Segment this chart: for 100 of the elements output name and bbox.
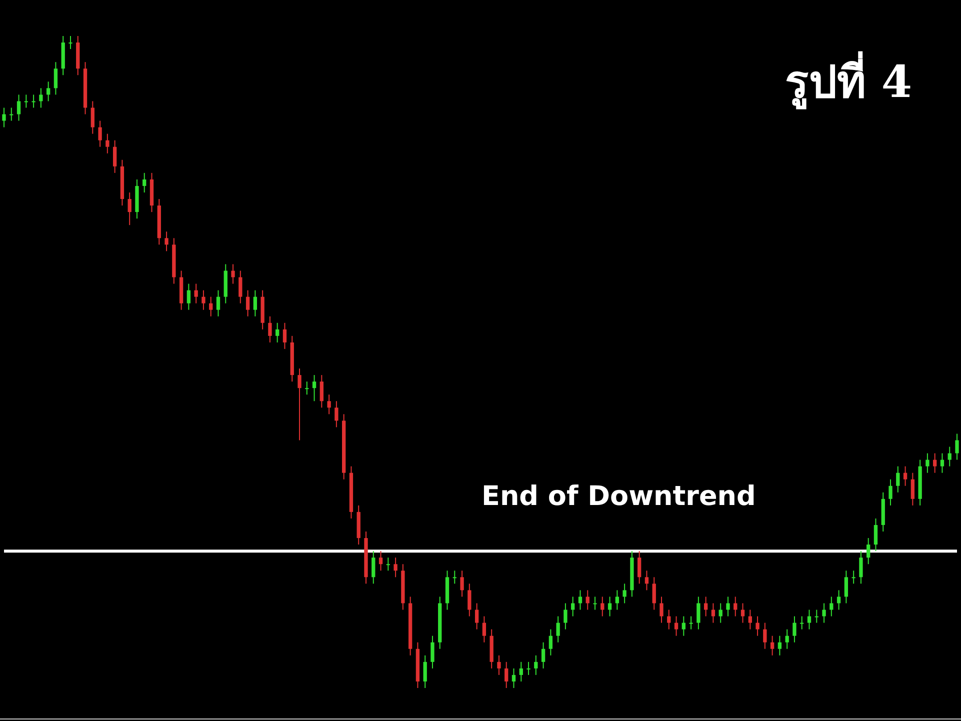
candlestick: [298, 368, 302, 441]
candlestick: [246, 290, 250, 317]
candlestick: [24, 94, 28, 108]
candlestick: [696, 596, 700, 630]
candlestick: [372, 550, 376, 584]
candlestick: [68, 36, 72, 50]
candlestick: [822, 602, 826, 624]
candlestick: [740, 602, 745, 624]
ref-line-label: End of Downtrend: [482, 481, 756, 512]
candlestick: [186, 283, 191, 310]
candlestick: [10, 107, 14, 122]
candlestick: [830, 596, 834, 617]
candlestick: [460, 570, 464, 598]
candlestick: [526, 661, 530, 676]
candlestick: [54, 62, 58, 96]
candlestick: [39, 88, 43, 108]
candlestick: [711, 602, 716, 624]
candlestick: [644, 570, 649, 591]
candlestick: [394, 557, 398, 578]
candlestick: [98, 120, 102, 148]
candlestick: [216, 290, 220, 317]
candlestick: [844, 570, 848, 604]
candlestick: [888, 478, 892, 506]
candlestick: [586, 590, 590, 610]
candlestick: [231, 264, 235, 284]
candlestick: [866, 538, 870, 565]
candlestick: [452, 570, 456, 584]
candlestick: [756, 616, 760, 636]
candlestick: [600, 596, 604, 617]
candlestick: [903, 466, 908, 486]
candlestick: [852, 570, 856, 584]
candlestick: [312, 374, 316, 402]
candlestick: [689, 616, 693, 630]
candlestick: [16, 94, 21, 122]
candlestick: [112, 140, 117, 174]
candlestick: [386, 557, 390, 572]
candlestick: [667, 609, 671, 630]
candlestick: [327, 394, 331, 415]
candlestick: [748, 609, 752, 630]
candlestick: [593, 596, 597, 610]
candlestick: [46, 81, 50, 102]
candlestick: [253, 290, 258, 317]
candlestick: [718, 602, 722, 624]
candlestick: [519, 661, 523, 682]
candlestick: [202, 290, 206, 310]
candlestick: [209, 296, 213, 317]
candlestick: [778, 635, 782, 656]
candlestick: [940, 452, 944, 474]
candlestick: [652, 576, 656, 610]
candlestick: [142, 172, 146, 193]
candlestick: [556, 616, 560, 643]
candlestick: [90, 100, 94, 134]
candlestick: [268, 316, 272, 343]
candlestick: [164, 231, 168, 252]
candlestick: [548, 628, 553, 656]
candlestick: [792, 616, 796, 643]
candlestick: [534, 654, 538, 676]
candlestick: [660, 596, 664, 624]
candlestick: [674, 616, 678, 636]
candlestick: [734, 596, 738, 617]
candlestick: [807, 609, 812, 630]
candlestick: [615, 590, 620, 610]
candlestick: [704, 596, 708, 617]
candlestick: [926, 452, 930, 474]
candlestick: [770, 635, 774, 656]
candlestick: [474, 602, 479, 630]
candlestick: [578, 590, 582, 610]
candlestick: [785, 628, 789, 650]
candlestick: [726, 596, 730, 617]
candlestick: [430, 635, 434, 669]
candlestick: [608, 596, 612, 617]
candlestick: [512, 668, 516, 688]
candlestick: [955, 433, 959, 460]
candlestick: [305, 381, 309, 396]
candlestick: [482, 616, 486, 643]
candlestick: [948, 446, 952, 467]
candlestick: [814, 609, 818, 624]
candlestick: [238, 270, 242, 304]
candlestick: [859, 550, 863, 584]
candlestick: [194, 283, 198, 304]
text: รูปที่ 4: [785, 51, 912, 109]
candlestick: [468, 583, 472, 617]
candlestick: [423, 654, 427, 688]
candlestick: [504, 661, 508, 688]
candlestick: [622, 583, 626, 604]
candlestick: [334, 400, 338, 428]
candlestick: [128, 192, 132, 226]
candlestick: [896, 466, 900, 493]
candlestick: [2, 107, 6, 128]
candlestick: [497, 654, 501, 676]
candlestick: [32, 94, 36, 108]
candlestick: [763, 622, 767, 650]
candlestick: [800, 616, 804, 630]
candlestick: [638, 550, 642, 584]
candlestick: [282, 322, 287, 350]
candlestick: [910, 472, 915, 506]
candlestick: [541, 642, 546, 669]
candlestick: [571, 596, 575, 617]
candlestick: [682, 616, 686, 636]
candlestick: [874, 518, 878, 552]
